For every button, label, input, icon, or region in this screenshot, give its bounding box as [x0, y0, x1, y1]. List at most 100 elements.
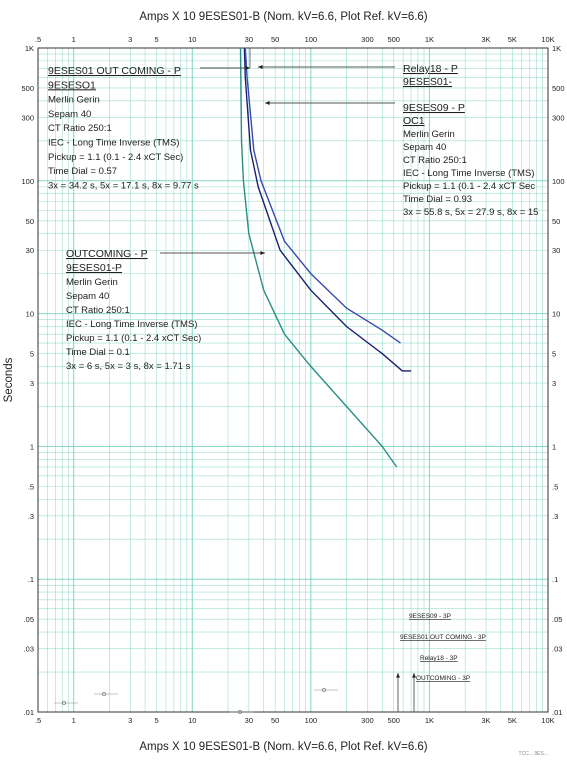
curve-series-1: [239, 47, 398, 468]
y-tick-label-right: 3: [552, 379, 556, 388]
marker-dot-3: [238, 710, 242, 714]
legend-label-4: OUTCOMING - 3P: [416, 675, 470, 682]
y-tick-label-left: 3: [30, 379, 34, 388]
y-tick-label-right: 100: [552, 177, 565, 186]
annotation-ann1-line: 9ESESO1: [48, 79, 96, 91]
leader-arrow-9eses09-head: [265, 101, 270, 105]
y-tick-label-left: 1: [30, 442, 34, 451]
x-tick-label-bottom: 3: [128, 716, 132, 725]
y-tick-label-left: .01: [24, 708, 34, 717]
y-tick-label-left: 1K: [25, 44, 34, 53]
x-tick-label-top: 30: [245, 35, 253, 44]
x-tick-label-top: 3K: [481, 35, 490, 44]
x-tick-label-top: 1: [72, 35, 76, 44]
y-tick-label-left: .5: [28, 482, 34, 491]
y-tick-label-left: 500: [21, 84, 34, 93]
annotation-ann2-line: 3x = 55.8 s, 5x = 27.9 s, 8x = 15: [403, 207, 538, 218]
annotation-ann2-line: OC1: [403, 115, 425, 127]
y-tick-label-right: 5: [552, 350, 556, 359]
x-tick-label-bottom: 300: [361, 716, 374, 725]
curve-series-3: [244, 47, 401, 344]
annotation-ann1-line: 9ESES01 OUT COMING - P: [48, 65, 181, 77]
leader-arrow-relay18-head: [258, 65, 263, 69]
x-tick-label-top: 100: [305, 35, 318, 44]
y-tick-label-right: .1: [552, 575, 558, 584]
x-tick-label-top: 5K: [508, 35, 517, 44]
y-tick-label-right: 10: [552, 310, 560, 319]
annotation-ann1-line: Sepam 40: [48, 109, 91, 120]
x-tick-label-top: 3: [128, 35, 132, 44]
annotation-ann3-line: Merlin Gerin: [66, 277, 118, 288]
annotation-ann2-line: Sepam 40: [403, 142, 446, 153]
x-tick-label-top: 50: [271, 35, 279, 44]
y-tick-label-left: 100: [21, 177, 34, 186]
annotation-ann1-line: Merlin Gerin: [48, 95, 100, 106]
marker-dot-2: [102, 692, 106, 696]
annotation-ann2-line: Merlin Gerin: [403, 129, 455, 140]
x-axis-title: Amps X 10 9ESES01-B (Nom. kV=6.6, Plot R…: [139, 741, 427, 753]
annotation-ann3-line: Sepam 40: [66, 291, 109, 302]
leader-arrow-ann1-head: [245, 66, 250, 70]
y-tick-label-right: 300: [552, 113, 565, 122]
x-tick-label-bottom: 10K: [541, 716, 554, 725]
x-tick-label-top: 1K: [425, 35, 434, 44]
y-tick-label-right: 30: [552, 246, 560, 255]
y-tick-label-left: .05: [24, 615, 34, 624]
footer-mark: TCC... 9ES...: [519, 751, 548, 756]
x-tick-label-top: 5: [154, 35, 158, 44]
legend-arrow-2-head: [412, 673, 416, 678]
legend-arrow-1-head: [396, 673, 400, 678]
annotation-ann3-line: Pickup = 1.1 (0.1 - 2.4 xCT Sec): [66, 333, 201, 344]
x-tick-label-bottom: 5K: [508, 716, 517, 725]
marker-dot-4: [322, 688, 326, 692]
annotation-ann3-line: OUTCOMING - P: [66, 248, 148, 260]
chart-title: Amps X 10 9ESES01-B (Nom. kV=6.6, Plot R…: [139, 11, 427, 23]
annotation-ann3-line: 3x = 6 s, 5x = 3 s, 8x = 1.71 s: [66, 361, 191, 372]
y-tick-label-right: 500: [552, 84, 565, 93]
x-tick-label-bottom: 1: [72, 716, 76, 725]
annotation-ann3-line: Time Dial = 0.1: [66, 347, 130, 358]
annotation-ann1-line: IEC - Long Time Inverse (TMS): [48, 138, 179, 149]
annotation-ann2-line: CT Ratio 250:1: [403, 155, 467, 166]
y-tick-label-right: .05: [552, 615, 562, 624]
annotation-ann2-line: Relay18 - P: [403, 63, 458, 75]
annotation-ann1-line: Pickup = 1.1 (0.1 - 2.4 xCT Sec): [48, 152, 183, 163]
x-tick-label-top: .5: [35, 35, 41, 44]
y-tick-label-right: .5: [552, 482, 558, 491]
x-tick-label-bottom: 100: [305, 716, 318, 725]
y-tick-label-left: 30: [26, 246, 34, 255]
x-tick-label-bottom: 30: [245, 716, 253, 725]
y-tick-label-right: 50: [552, 217, 560, 226]
marker-dot-1: [62, 701, 66, 705]
annotation-ann2-line: Time Dial = 0.93: [403, 194, 472, 205]
x-tick-label-top: 10K: [541, 35, 554, 44]
legend-label-2: 9ESES01 OUT COMING - 3P: [400, 634, 486, 641]
annotation-ann3-line: 9ESES01-P: [66, 262, 122, 274]
annotation-ann2-line: 9ESES01-: [403, 76, 453, 88]
y-tick-label-left: 50: [26, 217, 34, 226]
y-tick-label-right: 1: [552, 442, 556, 451]
curve-series-2: [243, 47, 412, 372]
x-tick-label-bottom: 1K: [425, 716, 434, 725]
y-tick-label-right: .3: [552, 512, 558, 521]
y-tick-label-right: 1K: [552, 44, 561, 53]
x-tick-label-bottom: .5: [35, 716, 41, 725]
y-axis-title: Seconds: [3, 357, 15, 402]
annotation-ann3-line: IEC - Long Time Inverse (TMS): [66, 319, 197, 330]
y-tick-label-right: .01: [552, 708, 562, 717]
annotation-ann2-line: IEC - Long Time Inverse (TMS): [403, 168, 534, 179]
x-tick-label-top: 10: [188, 35, 196, 44]
x-tick-label-bottom: 3K: [481, 716, 490, 725]
annotation-ann3-line: CT Ratio 250:1: [66, 305, 130, 316]
x-tick-label-top: 300: [361, 35, 374, 44]
x-tick-label-top: 500: [387, 35, 400, 44]
leader-arrow-ann3-head: [260, 251, 265, 255]
y-tick-label-left: 5: [30, 350, 34, 359]
legend-label-1: 9ESES09 - 3P: [409, 613, 451, 620]
annotation-ann2-line: Pickup = 1.1 (0.1 - 2.4 xCT Sec: [403, 181, 535, 192]
y-tick-label-left: 300: [21, 113, 34, 122]
annotation-ann1-line: Time Dial = 0.57: [48, 166, 117, 177]
y-tick-label-left: .3: [28, 512, 34, 521]
y-tick-label-left: .03: [24, 645, 34, 654]
